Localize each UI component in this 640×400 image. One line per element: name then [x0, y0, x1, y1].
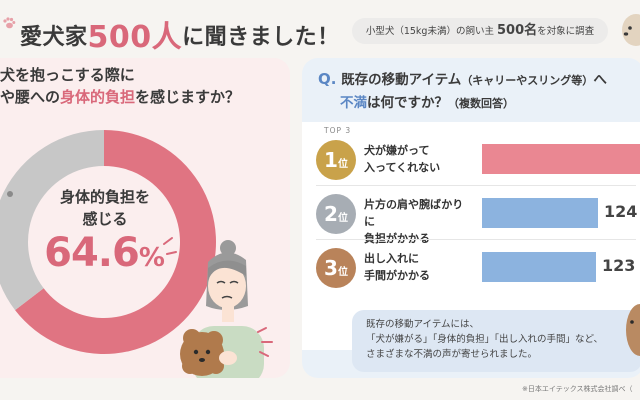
- left-question-card: 犬を抱っこする際に や腰への身体的負担を感じますか？ 身体的負担を 感じる 64…: [0, 58, 290, 378]
- dog-side-icon: [626, 304, 640, 356]
- rank-value-3: 123: [602, 256, 636, 275]
- rank-badge-2: 2位: [316, 194, 356, 234]
- donut-slice-2: [0, 130, 104, 311]
- left-question-line1: 犬を抱っこする際に: [0, 66, 135, 84]
- dog-peek-icon: [622, 14, 640, 46]
- right-question-line2-small: （複数回答）: [448, 97, 514, 110]
- rank-number: 2: [324, 202, 338, 226]
- survey-count: 500名: [496, 23, 538, 38]
- rank-badge-3: 3位: [316, 248, 356, 288]
- rank-category-line: 負担がかかる: [364, 232, 430, 245]
- title-prefix: 愛犬家: [20, 25, 88, 50]
- right-question-accent: 不満: [340, 95, 367, 111]
- rank-category-line: 手間がかかる: [364, 269, 430, 282]
- emphasis-lines: [163, 237, 177, 255]
- survey-pre: 小型犬（15kg未満）の飼い主: [365, 26, 497, 37]
- rank-category-line: 出し入れに: [364, 252, 419, 265]
- rank-category-label: 片方の肩や腕ばかりに負担がかかる: [364, 196, 474, 247]
- right-question-line1-small: （キャリーやスリング等）: [461, 74, 594, 87]
- right-question-line1-tail: へ: [593, 72, 607, 88]
- donut-center-value: 64.6%: [34, 230, 174, 276]
- rank-value-2: 124: [604, 202, 638, 221]
- summary-note: 既存の移動アイテムには、 「犬が嫌がる」「身体的負担」「出し入れの手間」など、 …: [352, 310, 640, 372]
- donut-label-line1: 身体的負担を: [59, 188, 150, 206]
- rank-category-label: 犬が嫌がって 入ってくれない: [364, 142, 474, 176]
- note-line3: さまざまな不満の声が寄せられました。: [366, 349, 538, 360]
- rank-divider: [316, 185, 636, 186]
- donut-slices: [0, 130, 217, 354]
- right-question-line2-text: は何ですか？: [367, 95, 448, 111]
- note-line1: 既存の移動アイテムには、: [366, 319, 480, 330]
- rank-category-label: 出し入れに手間がかかる: [364, 250, 474, 284]
- rank-row-2: 2位 片方の肩や腕ばかりに 負担がかかる 124: [302, 194, 640, 245]
- paw-icon: [3, 17, 16, 29]
- right-question-line1: Q. 既存の移動アイテム（キャリーやスリング等）へ: [318, 68, 607, 92]
- top3-label: TOP 3: [324, 126, 352, 135]
- rank-badge-1: 1位: [316, 140, 356, 180]
- donut-slice-1: [15, 130, 217, 354]
- left-question-line2-post: を感じますか？: [135, 88, 241, 106]
- donut-gray-marker: [7, 191, 13, 197]
- survey-post: を対象に調査: [537, 26, 595, 37]
- donut-value-number: 64.6: [44, 230, 140, 276]
- right-question: Q. 既存の移動アイテム（キャリーやスリング等）へ 不満は何ですか？（複数回答）: [318, 68, 607, 115]
- left-question: 犬を抱っこする際に や腰への身体的負担を感じますか？: [0, 64, 290, 108]
- right-question-line2: 不満は何ですか？（複数回答）: [318, 92, 607, 115]
- page-title: 愛犬家500人に聞きました！: [20, 12, 340, 56]
- rank-suffix: 位: [337, 159, 348, 170]
- rank-category-line: 入ってくれない: [364, 161, 441, 174]
- left-question-line2-pre: や腰への: [0, 88, 61, 106]
- rank-suffix: 位: [337, 213, 348, 224]
- q-mark: Q.: [318, 70, 337, 88]
- rank-suffix: 位: [337, 267, 348, 278]
- rank-number: 3: [324, 256, 338, 280]
- rank-number: 1: [324, 148, 338, 172]
- right-question-line1-text: 既存の移動アイテム: [341, 72, 462, 88]
- donut-center-label: 身体的負担を 感じる: [40, 186, 170, 230]
- donut-label-line2: 感じる: [82, 210, 128, 228]
- rank-category-line: 片方の肩や腕ばかりに: [364, 198, 464, 228]
- donut-chart: [0, 130, 217, 354]
- rank-divider: [316, 239, 636, 240]
- donut-value-unit: %: [138, 243, 165, 273]
- woman-holding-dog-illustration: [180, 240, 273, 378]
- rank-bar-3: [482, 252, 596, 282]
- rank-category-line: 犬が嫌がって: [364, 144, 430, 157]
- title-suffix: に聞きました！: [182, 25, 340, 50]
- left-question-accent: 身体的負担: [60, 88, 136, 106]
- title-number: 500人: [87, 20, 183, 55]
- right-question-card: Q. 既存の移動アイテム（キャリーやスリング等）へ 不満は何ですか？（複数回答）…: [302, 58, 640, 378]
- footnote: ※日本エイテックス株式会社調べ（: [522, 385, 633, 393]
- header: 愛犬家500人に聞きました！ 小型犬（15kg未満）の飼い主 500名を対象に調…: [0, 0, 640, 56]
- rank-row-3: 3位 出し入れに 手間がかかる 123: [302, 248, 640, 294]
- rank-bar-1: [482, 144, 640, 174]
- rank-bar-2: [482, 198, 598, 228]
- survey-badge: 小型犬（15kg未満）の飼い主 500名を対象に調査: [352, 18, 608, 44]
- left-question-line2: や腰への身体的負担を感じますか？: [0, 86, 290, 108]
- note-line2: 「犬が嫌がる」「身体的負担」「出し入れの手間」など、: [366, 334, 604, 345]
- rank-row-1: 1位 犬が嫌がって 入ってくれない: [302, 140, 640, 186]
